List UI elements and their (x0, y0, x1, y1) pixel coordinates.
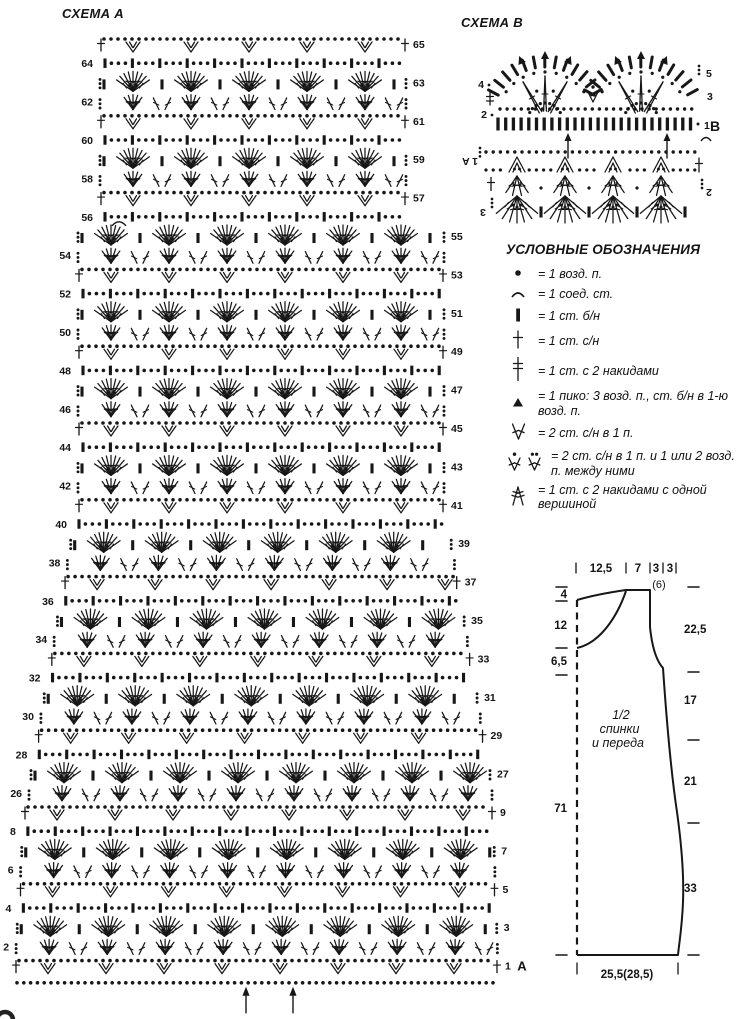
svg-text:42: 42 (59, 481, 71, 493)
svg-text:6: 6 (8, 865, 14, 877)
svg-text:41: 41 (451, 500, 463, 512)
legend-item: = 1 ст. с 2 накидами с одной вершиной (506, 483, 736, 513)
svg-text:57: 57 (413, 193, 425, 205)
legend-item-text: = 1 возд. п. (538, 266, 603, 281)
svg-text:58: 58 (81, 173, 93, 185)
svg-text:35: 35 (471, 615, 483, 627)
svg-text:3: 3 (504, 922, 510, 934)
dc-cross-icon (511, 330, 525, 353)
legend-item: = 1 пико: 3 возд. п., ст. б/н в 1-ю возд… (506, 389, 736, 419)
svg-text:53: 53 (451, 269, 463, 281)
legend-items: = 1 возд. п. = 1 соед. ст. = 1 ст. б/н = 1 … (506, 266, 736, 512)
svg-text:29: 29 (491, 730, 503, 742)
svg-text:63: 63 (413, 77, 425, 89)
picot-triangle-icon (511, 396, 525, 412)
svg-text:40: 40 (55, 519, 67, 531)
svg-text:2: 2 (3, 941, 9, 953)
svg-text:61: 61 (413, 116, 425, 128)
svg-text:4: 4 (6, 903, 12, 915)
svg-text:56: 56 (81, 212, 93, 224)
legend-item-text: = 2 ст. с/н в 1 п. и 1 или 2 возд. п. ме… (551, 449, 735, 478)
legend-item: = 1 ст. б/н (506, 307, 736, 327)
svg-text:9: 9 (500, 807, 506, 819)
legend-item: = 1 возд. п. (506, 266, 736, 282)
svg-text:1: 1 (505, 961, 511, 973)
svg-text:8: 8 (10, 826, 16, 838)
svg-text:55: 55 (451, 231, 463, 243)
svg-text:46: 46 (59, 404, 71, 416)
schema-a-title: СХЕМА A (62, 6, 124, 21)
svg-text:45: 45 (451, 423, 463, 435)
legend-item: = 1 ст. с 2 накидами (506, 356, 736, 385)
v-2dc-ch1-icon (506, 452, 523, 476)
svg-text:43: 43 (451, 461, 463, 473)
svg-text:32: 32 (29, 673, 41, 685)
legend-item-text: = 1 ст. с 2 накидами с одной вершиной (538, 482, 707, 512)
svg-text:60: 60 (81, 135, 93, 147)
svg-text:26: 26 (10, 788, 22, 800)
legend-title: УСЛОВНЫЕ ОБОЗНАЧЕНИЯ (506, 242, 701, 257)
legend-item: = 2 ст. с/н в 1 п. (506, 422, 736, 445)
svg-text:37: 37 (465, 577, 477, 589)
svg-text:48: 48 (59, 365, 71, 377)
svg-text:47: 47 (451, 385, 463, 397)
svg-text:64: 64 (81, 58, 93, 70)
chain-dot-icon (511, 266, 525, 282)
tr-cross-2-icon (511, 356, 525, 385)
svg-text:27: 27 (497, 769, 509, 781)
svg-text:44: 44 (59, 442, 71, 454)
svg-text:39: 39 (458, 538, 470, 550)
svg-text:7: 7 (501, 845, 507, 857)
legend-item-text: = 1 пико: 3 возд. п., ст. б/н в 1-ю возд… (538, 388, 728, 418)
legend: УСЛОВНЫЕ ОБОЗНАЧЕНИЯ = 1 возд. п. = 1 сое… (506, 242, 736, 516)
legend-item-text: = 1 ст. б/н (538, 309, 601, 323)
svg-text:31: 31 (484, 692, 496, 704)
sc-bar-icon (511, 307, 525, 327)
svg-text:30: 30 (22, 711, 34, 723)
svg-text:54: 54 (59, 250, 71, 262)
legend-item: = 1 ст. с/н (506, 330, 736, 353)
svg-text:34: 34 (35, 634, 47, 646)
svg-text:36: 36 (42, 596, 54, 608)
svg-text:51: 51 (451, 308, 463, 320)
svg-text:62: 62 (81, 97, 93, 109)
cluster-2tr-icon (509, 485, 527, 510)
legend-item-text: = 2 ст. с/н в 1 п. (538, 426, 634, 441)
svg-text:5: 5 (503, 884, 509, 896)
legend-item: = 1 соед. ст. (506, 286, 736, 303)
svg-text:28: 28 (16, 749, 28, 761)
legend-item: = 2 ст. с/н в 1 п. и 1 или 2 возд. п. ме… (506, 449, 736, 479)
legend-item-text: = 1 ст. с/н (538, 334, 600, 349)
v-2dc-ch2-icon (526, 452, 543, 476)
svg-text:A: A (517, 959, 527, 974)
svg-text:59: 59 (413, 154, 425, 166)
v-2dc-icon (510, 422, 527, 445)
svg-text:38: 38 (49, 557, 61, 569)
slip-arc-icon (510, 286, 526, 303)
svg-text:65: 65 (413, 39, 425, 51)
svg-text:49: 49 (451, 346, 463, 358)
schema-b-title: СХЕМА B (461, 15, 523, 30)
svg-text:33: 33 (478, 653, 490, 665)
legend-item-text: = 1 ст. с 2 накидами (538, 363, 659, 378)
svg-text:50: 50 (59, 327, 71, 339)
legend-item-text: = 1 соед. ст. (538, 286, 614, 301)
svg-text:52: 52 (59, 289, 71, 301)
